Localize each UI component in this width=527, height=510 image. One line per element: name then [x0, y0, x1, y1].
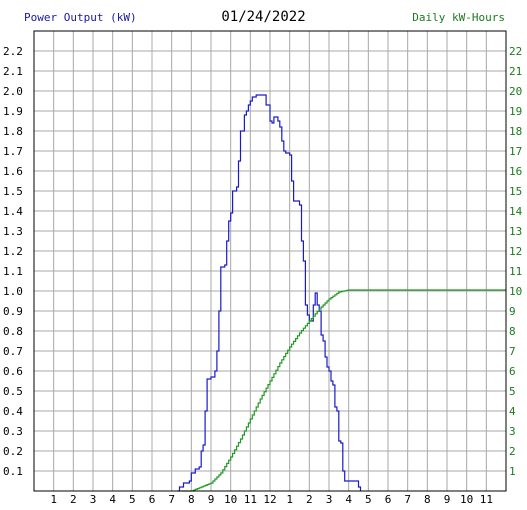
x-tick-label: 10 — [224, 493, 237, 506]
y-right-tick-label: 22 — [509, 45, 522, 58]
y-right-tick-label: 7 — [509, 345, 516, 358]
y-right-tick-label: 19 — [509, 105, 522, 118]
y-left-tick-label: 1.1 — [3, 265, 23, 278]
y-right-tick-label: 17 — [509, 145, 522, 158]
y-right-tick-label: 5 — [509, 385, 516, 398]
y-left-tick-label: 1.7 — [3, 145, 23, 158]
y-right-tick-label: 13 — [509, 225, 522, 238]
y-right-tick-label: 10 — [509, 285, 522, 298]
y-left-tick-label: 0.5 — [3, 385, 23, 398]
series-line-daily-kwh — [181, 289, 506, 492]
y-right-tick-label: 15 — [509, 185, 522, 198]
x-tick-label: 8 — [188, 493, 195, 506]
plot-frame — [33, 30, 507, 492]
tick-labels: 0.1 0.2 0.3 0.4 0.5 0.6 0.7 0.8 0.9 1.0 1.1 1.2 1.3 1… — [3, 45, 523, 506]
x-tick-label: 12 — [263, 493, 276, 506]
y-left-tick-label: 1.5 — [3, 185, 23, 198]
y-right-tick-label: 1 — [509, 465, 516, 478]
y-left-tick-label: 2.0 — [3, 85, 23, 98]
x-tick-label: 3 — [326, 493, 333, 506]
grid-lines — [34, 31, 506, 491]
y-left-tick-label: 1.2 — [3, 245, 23, 258]
y-left-tick-label: 2.1 — [3, 65, 23, 78]
x-tick-label: 6 — [385, 493, 392, 506]
y-left-tick-label: 1.6 — [3, 165, 23, 178]
y-left-tick-label: 0.2 — [3, 445, 23, 458]
x-tick-label: 9 — [444, 493, 451, 506]
y-right-tick-label: 21 — [509, 65, 522, 78]
x-tick-label: 1 — [286, 493, 293, 506]
y-right-tick-label: 9 — [509, 305, 516, 318]
y-right-tick-label: 16 — [509, 165, 522, 178]
x-tick-label: 7 — [168, 493, 175, 506]
y-left-tick-label: 1.8 — [3, 125, 23, 138]
y-right-tick-label: 20 — [509, 85, 522, 98]
y-right-tick-label: 18 — [509, 125, 522, 138]
y-left-tick-label: 0.1 — [3, 465, 23, 478]
left-axis-title: Power Output (kW) — [24, 11, 137, 24]
x-tick-label: 2 — [70, 493, 77, 506]
x-tick-label: 4 — [345, 493, 352, 506]
x-tick-label: 8 — [424, 493, 431, 506]
series-layer — [177, 94, 506, 492]
x-tick-label: 1 — [50, 493, 57, 506]
y-left-tick-label: 2.2 — [3, 45, 23, 58]
x-tick-label: 10 — [460, 493, 473, 506]
y-left-tick-label: 0.9 — [3, 305, 23, 318]
y-right-tick-label: 3 — [509, 425, 516, 438]
x-tick-label: 9 — [208, 493, 215, 506]
y-left-tick-label: 0.8 — [3, 325, 23, 338]
y-right-tick-label: 11 — [509, 265, 522, 278]
y-right-tick-label: 8 — [509, 325, 516, 338]
x-tick-label: 6 — [149, 493, 156, 506]
y-left-tick-label: 1.3 — [3, 225, 23, 238]
y-left-tick-label: 0.7 — [3, 345, 23, 358]
x-tick-label: 11 — [244, 493, 257, 506]
y-left-tick-label: 1.0 — [3, 285, 23, 298]
y-left-tick-label: 0.6 — [3, 365, 23, 378]
y-left-tick-label: 1.4 — [3, 205, 23, 218]
y-left-tick-label: 0.4 — [3, 405, 23, 418]
x-tick-label: 2 — [306, 493, 313, 506]
x-tick-label: 4 — [109, 493, 116, 506]
y-left-tick-label: 0.3 — [3, 425, 23, 438]
y-right-tick-label: 12 — [509, 245, 522, 258]
x-tick-label: 7 — [404, 493, 411, 506]
chart-title-date: 01/24/2022 — [221, 9, 306, 25]
y-right-tick-label: 2 — [509, 445, 516, 458]
right-axis-title: Daily kW-Hours — [412, 11, 505, 24]
y-right-tick-label: 6 — [509, 365, 516, 378]
x-tick-label: 11 — [480, 493, 493, 506]
y-right-tick-label: 14 — [509, 205, 523, 218]
series-line-power-output — [177, 94, 362, 492]
x-tick-label: 5 — [129, 493, 136, 506]
x-tick-label: 3 — [90, 493, 97, 506]
y-left-tick-label: 1.9 — [3, 105, 23, 118]
y-right-tick-label: 4 — [509, 405, 516, 418]
x-tick-label: 5 — [365, 493, 372, 506]
